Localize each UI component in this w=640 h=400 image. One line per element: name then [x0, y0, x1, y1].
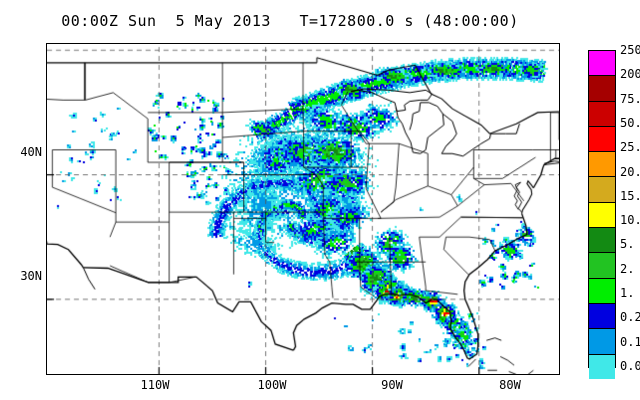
- colorbar-tick: 2.: [620, 261, 635, 276]
- colorbar-tick: 10.: [620, 213, 640, 228]
- colorbar-tick: 75.: [620, 91, 640, 106]
- lon-label-90w: 90W: [381, 378, 403, 392]
- colorbar-segment: [589, 51, 615, 77]
- colorbar-tick: 0.01: [620, 359, 640, 373]
- colorbar-segment: [589, 278, 615, 304]
- colorbar-segment: [589, 177, 615, 203]
- lon-label-100w: 100W: [257, 378, 287, 392]
- colorbar-segment: [589, 202, 615, 229]
- colorbar-tick: 25.: [620, 140, 640, 155]
- lat-label-40n: 40N: [20, 145, 42, 159]
- colorbar-tick: 20.: [620, 164, 640, 179]
- colorbar-segment: [589, 76, 615, 102]
- colorbar-tick: 200.: [620, 67, 640, 82]
- colorbar-segment: [589, 329, 615, 355]
- colorbar-segment: [589, 126, 615, 153]
- colorbar-tick: 1.: [620, 286, 635, 301]
- figure-title: 00:00Z Sun 5 May 2013 T=172800.0 s (48:0…: [61, 12, 519, 30]
- colorbar-tick: 50.: [620, 115, 640, 130]
- map-plot-area: [46, 43, 560, 375]
- precipitation-colorbar: [588, 50, 616, 379]
- precipitation-field-canvas: [47, 44, 559, 374]
- colorbar-tick: 0.25: [620, 310, 640, 325]
- colorbar-segment: [589, 228, 615, 254]
- lon-label-80w: 80W: [499, 378, 521, 392]
- colorbar-tick: 0.10: [620, 334, 640, 349]
- colorbar-segment: [589, 354, 615, 379]
- colorbar-tick: 5.: [620, 237, 635, 252]
- colorbar-tick: 250.: [620, 43, 640, 57]
- colorbar-segment: [589, 101, 615, 127]
- colorbar-tick: 15.: [620, 188, 640, 203]
- colorbar-segment: [589, 303, 615, 330]
- lat-label-30n: 30N: [20, 269, 42, 283]
- colorbar-segment: [589, 253, 615, 279]
- colorbar-segment: [589, 152, 615, 178]
- lon-label-110w: 110W: [140, 378, 170, 392]
